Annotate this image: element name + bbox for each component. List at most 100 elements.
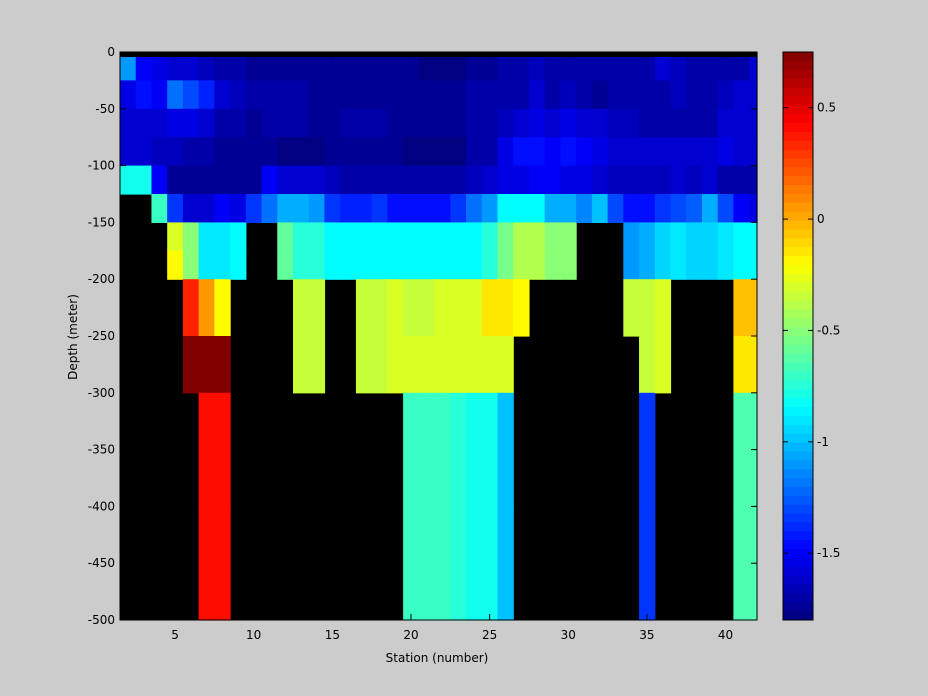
heatmap-cell [497, 194, 514, 223]
heatmap-cell [639, 80, 656, 110]
colorbar-swatch [783, 327, 813, 337]
heatmap-cell [434, 279, 451, 337]
heatmap-cell [403, 222, 420, 252]
x-axis-label: Station (number) [386, 651, 489, 665]
heatmap-cell [167, 80, 184, 110]
heatmap-cell [654, 194, 672, 223]
heatmap-cell [371, 52, 388, 81]
heatmap-cell [513, 250, 530, 280]
colorbar-swatch [783, 389, 813, 399]
colorbar-swatch [783, 575, 813, 585]
heatmap-cell [466, 194, 483, 223]
x-tick-label: 5 [171, 628, 179, 642]
heatmap-cell [717, 108, 735, 138]
heatmap-cell [355, 80, 373, 110]
heatmap-cell [639, 506, 656, 621]
x-tick-label: 30 [561, 628, 576, 642]
heatmap-cell [245, 108, 263, 138]
heatmap-cell [277, 250, 294, 280]
heatmap-cell [466, 506, 483, 621]
heatmap-cell [639, 137, 656, 167]
heatmap-cell [513, 52, 530, 81]
heatmap-cell [686, 80, 703, 110]
colorbar-swatch [783, 96, 813, 106]
heatmap-cell [717, 165, 735, 195]
heatmap-cell [434, 392, 451, 507]
y-tick-label: -450 [88, 556, 115, 570]
heatmap-cell [261, 165, 278, 195]
colorbar-swatch [783, 433, 813, 443]
heatmap-cell [749, 52, 758, 81]
heatmap-cell [497, 80, 514, 110]
heatmap-cell [670, 222, 687, 252]
heatmap-cell [560, 80, 577, 110]
colorbar-swatch [783, 557, 813, 568]
colorbar-swatch [783, 211, 813, 222]
heatmap-cell [701, 52, 719, 81]
heatmap-cell [481, 108, 499, 138]
heatmap-cell [481, 80, 499, 110]
colorbar-swatch [783, 318, 813, 328]
heatmap-cell [198, 506, 215, 621]
heatmap-cell [308, 80, 326, 110]
colorbar-swatch [783, 114, 813, 124]
colorbar-swatch [783, 451, 813, 461]
colorbar-swatch [783, 469, 813, 479]
heatmap-cell [528, 194, 546, 223]
colorbar-swatch [783, 300, 813, 310]
heatmap-cell [355, 222, 373, 252]
heatmap-cell [733, 80, 750, 110]
heatmap-cell [387, 137, 404, 167]
x-tick-label: 20 [403, 628, 418, 642]
heatmap-cell [733, 194, 750, 223]
heatmap-cell [497, 108, 514, 138]
heatmap-cell [434, 137, 451, 167]
heatmap-cell [387, 279, 404, 337]
colorbar-swatch [783, 256, 813, 266]
heatmap-cell [623, 222, 640, 252]
heatmap-cell [214, 279, 231, 337]
heatmap-cell [733, 392, 750, 507]
heatmap-cell [308, 250, 326, 280]
colorbar-swatch [783, 52, 813, 62]
x-tick-label: 40 [718, 628, 733, 642]
heatmap-cell [182, 108, 200, 138]
y-axis-ticks: 0 -50 -100 -150 -200 -250 -300 -350 -400 -450 -500 [88, 45, 757, 627]
heatmap-cell [261, 137, 278, 167]
heatmap-cell [466, 222, 483, 252]
colorbar-swatch [783, 549, 813, 559]
heatmap-cell [513, 80, 530, 110]
heatmap-cell [371, 279, 388, 337]
heatmap-cell [701, 250, 719, 280]
colorbar-swatch [783, 415, 813, 426]
heatmap-cell [686, 165, 703, 195]
heatmap-cell [371, 108, 388, 138]
heatmap-cell [497, 137, 514, 167]
heatmap-cell [308, 52, 326, 81]
heatmap-cell [450, 80, 467, 110]
y-tick-label: -500 [88, 613, 115, 627]
heatmap-cell [387, 52, 404, 81]
colorbar-swatch [783, 247, 813, 257]
heatmap-cell [717, 52, 735, 81]
heatmap-cell [733, 279, 750, 337]
heatmap-cell [214, 392, 231, 507]
heatmap-cell [261, 108, 278, 138]
colorbar-swatch [783, 273, 813, 284]
colorbar-swatch [783, 353, 813, 364]
x-tick-label: 25 [482, 628, 497, 642]
heatmap-cell [324, 250, 341, 280]
heatmap-cell [198, 108, 215, 138]
heatmap-cell [497, 222, 514, 252]
colorbar-swatch [783, 123, 813, 133]
heatmap-cell [481, 222, 499, 252]
heatmap-cell [434, 336, 451, 394]
heatmap-cell [513, 137, 530, 167]
colorbar-swatch [783, 611, 813, 621]
heatmap-cell [293, 279, 310, 337]
heatmap-cell [245, 80, 263, 110]
heatmap-cell [591, 108, 609, 138]
heatmap-cell [701, 165, 719, 195]
heatmap-cell [167, 194, 184, 223]
heatmap-cell [623, 194, 640, 223]
